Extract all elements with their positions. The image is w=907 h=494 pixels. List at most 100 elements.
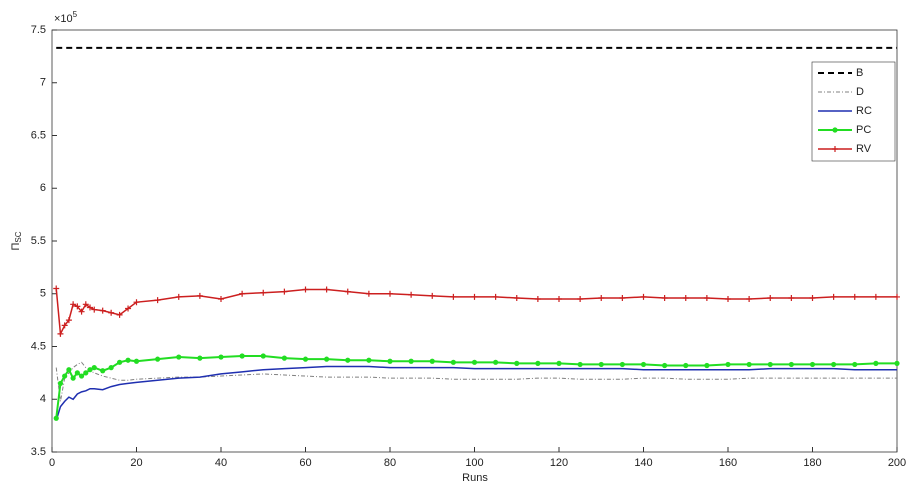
- point: [767, 294, 774, 301]
- point: [239, 290, 246, 297]
- point: [471, 293, 478, 300]
- legend-label: B: [856, 67, 863, 79]
- point: [65, 317, 72, 324]
- point: [577, 296, 584, 303]
- point: [53, 415, 59, 421]
- point: [387, 358, 393, 364]
- point: [556, 360, 562, 366]
- y-label-subscript: SC: [14, 231, 23, 242]
- point: [302, 356, 309, 362]
- y-tick-label: 6: [40, 182, 46, 194]
- legend-marker: [832, 146, 838, 152]
- point: [345, 357, 351, 363]
- series-line: [55, 361, 897, 402]
- point: [302, 286, 309, 293]
- x-tick-label: 120: [550, 457, 568, 469]
- x-tick-label: 20: [130, 457, 142, 469]
- point: [662, 362, 668, 369]
- point: [74, 303, 81, 310]
- y-tick-label: 4.5: [31, 340, 46, 352]
- point: [493, 359, 499, 365]
- point: [66, 367, 72, 373]
- point: [450, 293, 457, 300]
- point: [471, 359, 478, 365]
- point: [62, 373, 68, 379]
- point: [125, 305, 132, 312]
- y-exponent-power: 5: [73, 10, 78, 19]
- point: [87, 367, 93, 373]
- point: [809, 361, 816, 368]
- point: [196, 292, 203, 299]
- point: [513, 294, 520, 301]
- point: [703, 294, 710, 301]
- point: [640, 293, 647, 300]
- point: [408, 358, 414, 364]
- plot-area: [51, 29, 898, 453]
- legend-label: RC: [856, 105, 872, 117]
- point: [894, 360, 900, 366]
- point: [281, 288, 288, 295]
- y-axis-label: ΠSC: [10, 231, 23, 250]
- point: [556, 296, 562, 303]
- point: [577, 361, 583, 368]
- point: [324, 356, 330, 362]
- point: [57, 380, 64, 387]
- x-tick-label: 80: [384, 457, 396, 469]
- point: [852, 361, 858, 368]
- point: [429, 292, 436, 299]
- point: [619, 361, 625, 368]
- point: [534, 296, 541, 303]
- x-tick-label: 200: [888, 457, 906, 469]
- point: [429, 358, 435, 364]
- point: [74, 370, 80, 376]
- point: [83, 370, 89, 376]
- point: [218, 354, 224, 360]
- x-tick-label: 140: [634, 457, 652, 469]
- point: [851, 293, 858, 300]
- point: [125, 357, 131, 363]
- point: [91, 306, 98, 313]
- x-tick-label: 0: [49, 457, 55, 469]
- point: [873, 360, 879, 366]
- x-tick-label: 60: [299, 457, 311, 469]
- point: [260, 289, 267, 296]
- point: [99, 307, 106, 314]
- x-tick-label: 100: [465, 457, 483, 469]
- point: [872, 293, 879, 300]
- point: [830, 293, 837, 300]
- point: [725, 361, 731, 368]
- point: [365, 290, 372, 297]
- point: [57, 330, 64, 337]
- series-line: [55, 365, 897, 421]
- point: [78, 308, 85, 315]
- point: [725, 296, 731, 303]
- point: [387, 290, 393, 297]
- legend-label: D: [856, 86, 864, 98]
- y-tick-label: 3.5: [31, 446, 46, 458]
- point: [239, 353, 245, 359]
- point: [117, 359, 123, 365]
- point: [53, 285, 60, 292]
- point: [154, 297, 161, 304]
- point: [176, 354, 182, 360]
- point: [133, 358, 140, 364]
- point: [746, 296, 753, 303]
- point: [788, 361, 794, 368]
- point: [788, 294, 795, 301]
- point: [218, 296, 224, 303]
- point: [682, 294, 689, 301]
- point: [661, 294, 668, 301]
- point: [197, 355, 203, 361]
- legend-label: RV: [856, 143, 872, 155]
- y-tick-label: 7.5: [31, 24, 46, 36]
- point: [116, 311, 123, 318]
- point: [87, 304, 94, 311]
- point: [366, 357, 372, 363]
- point: [260, 353, 266, 359]
- point: [450, 359, 456, 365]
- point: [408, 291, 415, 298]
- point: [514, 360, 520, 366]
- y-label-main: Π: [10, 243, 22, 251]
- point: [767, 361, 773, 368]
- point: [70, 375, 76, 381]
